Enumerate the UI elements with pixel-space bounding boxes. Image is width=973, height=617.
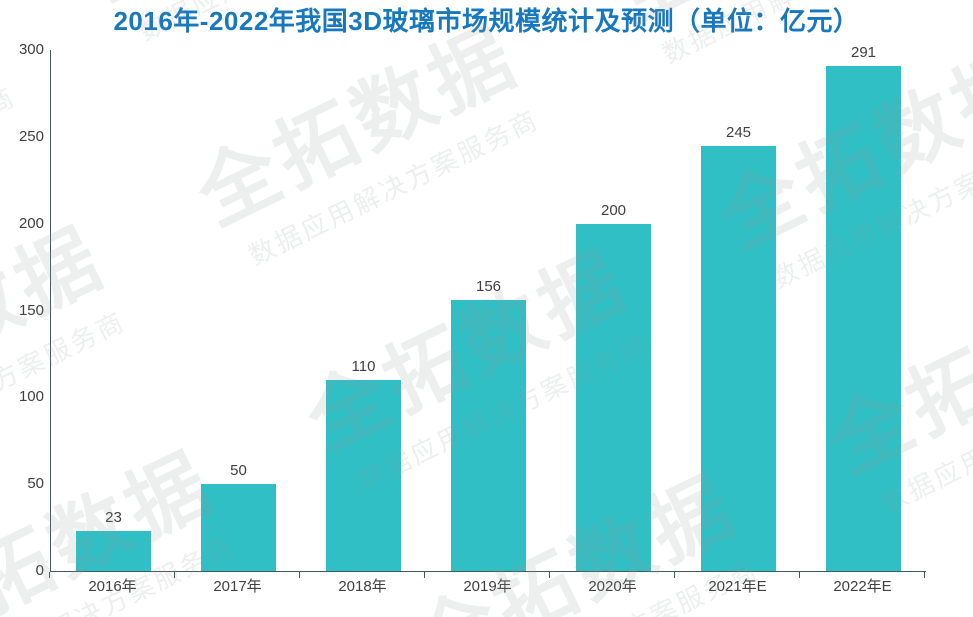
x-axis-tick — [549, 572, 550, 578]
bar-value-label: 23 — [105, 509, 122, 527]
x-axis-tick — [174, 572, 175, 578]
x-axis-tick — [299, 572, 300, 578]
bar — [326, 380, 401, 571]
bar-value-label: 156 — [475, 278, 502, 296]
y-axis-label: 50 — [27, 475, 44, 493]
y-axis-label: 200 — [18, 214, 44, 232]
y-axis-label: 150 — [18, 301, 44, 319]
y-axis-label: 300 — [18, 41, 44, 58]
y-axis-label: 0 — [35, 562, 44, 579]
x-axis-tick — [424, 572, 425, 578]
y-axis-label: 100 — [18, 388, 44, 406]
x-axis-tick — [799, 572, 800, 578]
bar — [76, 531, 151, 571]
bar — [826, 65, 901, 571]
y-axis-label: 250 — [18, 127, 44, 145]
bar-value-label: 50 — [230, 462, 247, 480]
x-axis-label: 2020年 — [588, 578, 637, 595]
bar-value-label: 245 — [725, 123, 752, 141]
x-axis-tick — [49, 572, 50, 578]
watermark-brand-text: 全拓数据 — [925, 482, 973, 617]
x-axis-tick — [674, 572, 675, 578]
bar-value-label: 200 — [600, 201, 627, 219]
x-axis-label: 2017年 — [213, 578, 262, 595]
x-axis-label: 2022年E — [833, 578, 892, 595]
bar — [451, 300, 526, 571]
x-axis-label: 2019年 — [463, 578, 512, 595]
bar-value-label: 110 — [351, 357, 376, 375]
bar — [576, 223, 651, 571]
x-axis-label: 2021年E — [708, 578, 767, 595]
bar-value-label: 291 — [850, 43, 877, 61]
bar — [701, 145, 776, 571]
chart-title: 2016年-2022年我国3D玻璃市场规模统计及预测（单位：亿元） — [113, 6, 860, 36]
plot-area: 23 50 110 156 200 245 291 — [50, 44, 926, 572]
x-axis-tick — [924, 572, 925, 578]
x-axis-label: 2016年 — [88, 578, 137, 595]
bar — [201, 484, 276, 571]
x-axis-label: 2018年 — [338, 578, 387, 595]
